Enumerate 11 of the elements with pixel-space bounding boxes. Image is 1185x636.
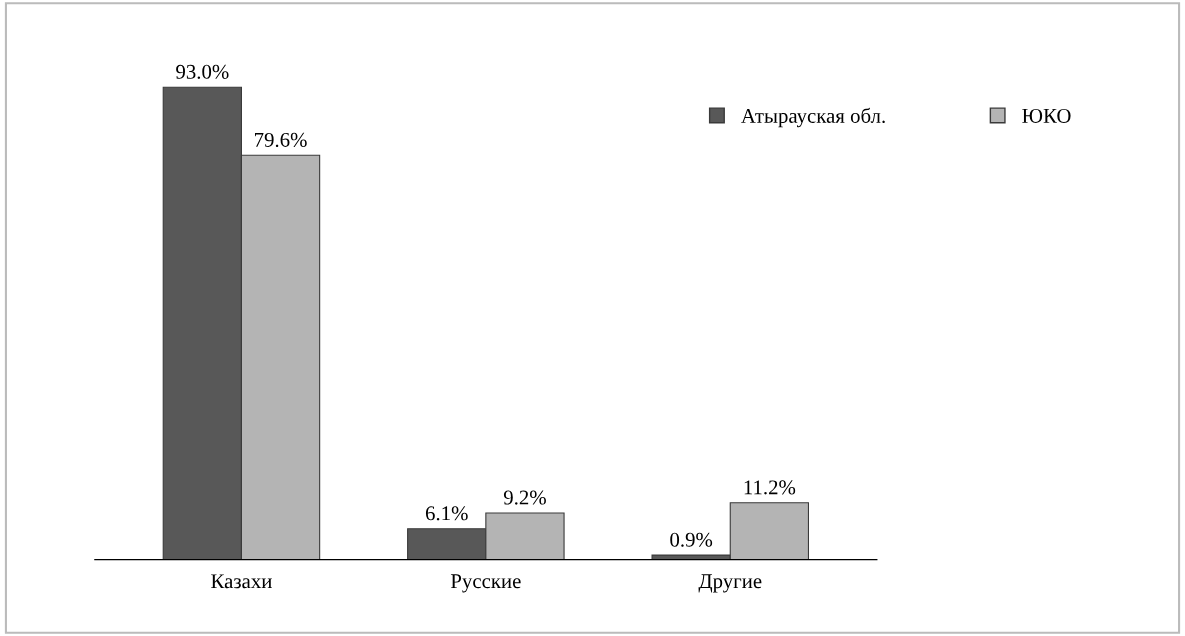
legend-label: Атырауская обл. (741, 107, 885, 128)
data-label: 93.0% (176, 64, 229, 79)
data-label: 6.1% (425, 506, 468, 521)
x-tick-label: Казахи (211, 574, 272, 589)
data-label: 11.2% (744, 480, 796, 495)
legend-label: ЮКО (1022, 108, 1071, 123)
data-label: 0.9% (670, 532, 713, 547)
data-label: 9.2% (503, 490, 546, 505)
x-tick-label: Другие (698, 574, 762, 593)
x-tick-label: Русские (450, 574, 521, 593)
data-label: 79.6% (255, 132, 307, 147)
